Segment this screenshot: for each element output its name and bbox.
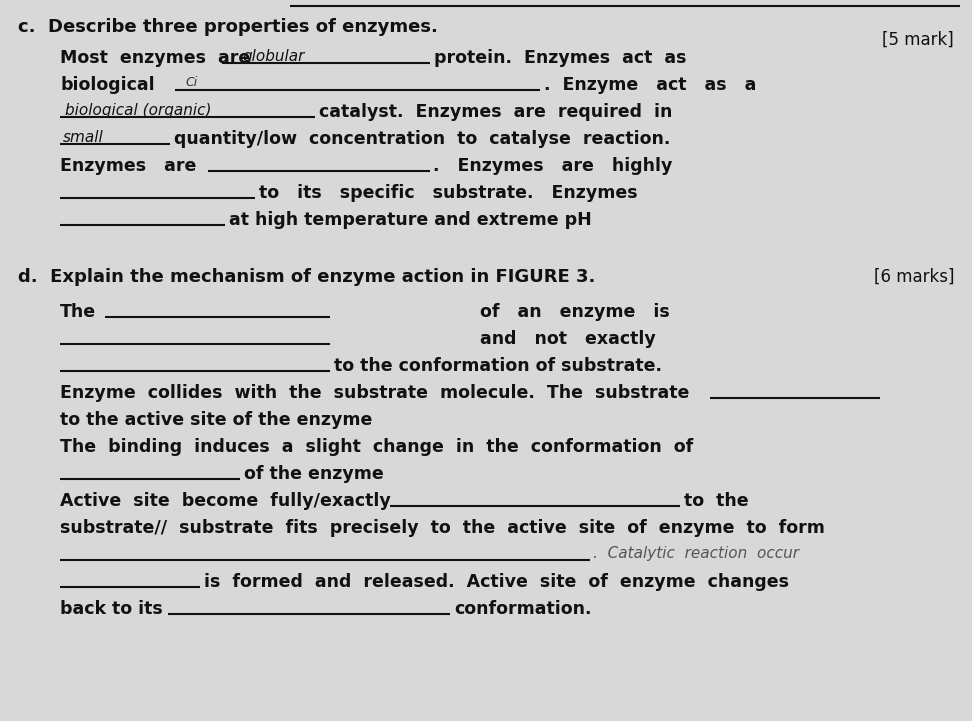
Text: protein.  Enzymes  act  as: protein. Enzymes act as	[434, 49, 686, 67]
Text: [5 mark]: [5 mark]	[883, 31, 954, 49]
Text: .  Catalytic  reaction  occur: . Catalytic reaction occur	[593, 546, 799, 561]
Text: is  formed  and  released.  Active  site  of  enzyme  changes: is formed and released. Active site of e…	[204, 573, 789, 591]
Text: to   its   specific   substrate.   Enzymes: to its specific substrate. Enzymes	[259, 184, 638, 202]
Text: catalyst.  Enzymes  are  required  in: catalyst. Enzymes are required in	[319, 103, 673, 121]
Text: conformation.: conformation.	[454, 600, 592, 618]
Text: Ci: Ci	[185, 76, 197, 89]
Text: The: The	[60, 303, 96, 321]
Text: substrate//  substrate  fits  precisely  to  the  active  site  of  enzyme  to  : substrate// substrate fits precisely to …	[60, 519, 825, 537]
Text: and   not   exactly: and not exactly	[480, 330, 656, 348]
Text: globular: globular	[242, 49, 304, 64]
Text: c.  Describe three properties of enzymes.: c. Describe three properties of enzymes.	[18, 18, 437, 36]
Text: biological: biological	[60, 76, 155, 94]
Text: quantity/low  concentration  to  catalyse  reaction.: quantity/low concentration to catalyse r…	[174, 130, 671, 148]
Text: to  the: to the	[684, 492, 748, 510]
Text: Active  site  become  fully/exactly: Active site become fully/exactly	[60, 492, 391, 510]
Text: to the conformation of substrate.: to the conformation of substrate.	[334, 357, 662, 375]
Text: Enzymes   are: Enzymes are	[60, 157, 196, 175]
Text: Most  enzymes  are: Most enzymes are	[60, 49, 250, 67]
Text: at high temperature and extreme pH: at high temperature and extreme pH	[229, 211, 592, 229]
Text: [6 marks]: [6 marks]	[874, 268, 954, 286]
Text: Enzyme  collides  with  the  substrate  molecule.  The  substrate: Enzyme collides with the substrate molec…	[60, 384, 689, 402]
Text: biological (organic): biological (organic)	[65, 103, 212, 118]
Text: back to its: back to its	[60, 600, 162, 618]
Text: of the enzyme: of the enzyme	[244, 465, 384, 483]
Text: to the active site of the enzyme: to the active site of the enzyme	[60, 411, 372, 429]
Text: d.  Explain the mechanism of enzyme action in FIGURE 3.: d. Explain the mechanism of enzyme actio…	[18, 268, 596, 286]
Text: .   Enzymes   are   highly: . Enzymes are highly	[433, 157, 673, 175]
Text: of   an   enzyme   is: of an enzyme is	[480, 303, 670, 321]
Text: .  Enzyme   act   as   a: . Enzyme act as a	[544, 76, 756, 94]
Text: The  binding  induces  a  slight  change  in  the  conformation  of: The binding induces a slight change in t…	[60, 438, 693, 456]
Text: small: small	[63, 130, 104, 145]
